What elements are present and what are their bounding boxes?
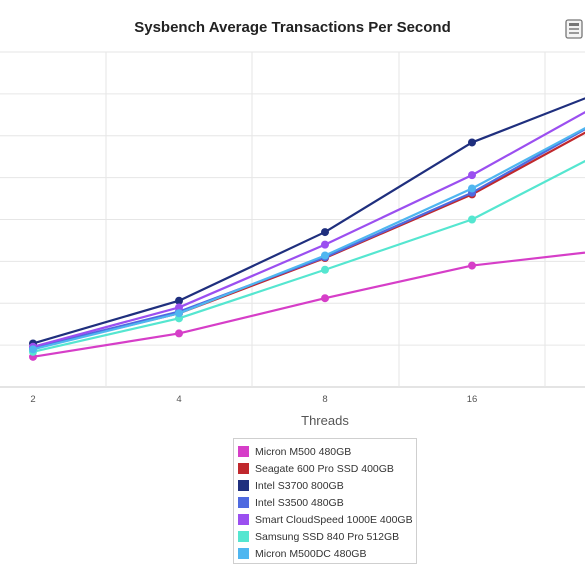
grid (0, 51, 585, 388)
data-point[interactable] (468, 171, 476, 180)
legend-label: Samsung SSD 840 Pro 512GB (255, 530, 400, 543)
data-point[interactable] (175, 303, 183, 312)
series-line (32, 131, 585, 350)
legend-label: Intel S3500 480GB (255, 496, 344, 509)
legend-item[interactable]: Seagate 600 Pro SSD 400GB (238, 460, 416, 477)
legend-swatch (238, 446, 249, 457)
x-tick-label: 4 (176, 394, 181, 405)
data-point[interactable] (468, 215, 476, 224)
data-point[interactable] (468, 138, 476, 147)
series-line (32, 127, 585, 349)
series-line (32, 126, 585, 351)
legend-swatch (238, 514, 249, 525)
legend-item[interactable]: Micron M500 480GB (238, 443, 416, 460)
data-point[interactable] (175, 296, 183, 305)
legend-label: Micron M500DC 480GB (255, 547, 367, 560)
x-tick-label: 16 (467, 394, 478, 405)
legend-item[interactable]: Intel S3500 480GB (238, 494, 416, 511)
data-point[interactable] (321, 240, 329, 249)
legend: Micron M500 480GB Seagate 600 Pro SSD 400… (233, 438, 417, 564)
data-point[interactable] (29, 345, 37, 354)
legend-item[interactable]: Micron M500DC 480GB (238, 545, 416, 562)
export-menu-icon[interactable] (563, 18, 585, 40)
data-point[interactable] (321, 251, 329, 260)
series-line (32, 97, 585, 345)
data-point[interactable] (321, 265, 329, 274)
data-point[interactable] (175, 309, 183, 318)
legend-label: Seagate 600 Pro SSD 400GB (255, 462, 394, 475)
legend-swatch (238, 548, 249, 559)
legend-label: Micron M500 480GB (255, 445, 352, 458)
x-tick-label: 2 (30, 394, 35, 405)
legend-swatch (238, 497, 249, 508)
legend-swatch (238, 531, 249, 542)
chart-title: Sysbench Average Transactions Per Second (134, 19, 451, 36)
legend-item[interactable]: Samsung SSD 840 Pro 512GB (238, 528, 416, 545)
legend-swatch (238, 480, 249, 491)
data-point[interactable] (321, 228, 329, 237)
legend-item[interactable]: Intel S3700 800GB (238, 477, 416, 494)
legend-swatch (238, 463, 249, 474)
data-point[interactable] (468, 261, 476, 270)
legend-item[interactable]: Smart CloudSpeed 1000E 400GB (238, 511, 416, 528)
series-layer (29, 97, 585, 361)
data-point[interactable] (175, 329, 183, 338)
legend-label: Smart CloudSpeed 1000E 400GB (255, 513, 413, 526)
legend-label: Intel S3700 800GB (255, 479, 344, 492)
x-tick-label: 8 (322, 394, 327, 405)
data-point[interactable] (468, 184, 476, 193)
data-point[interactable] (321, 294, 329, 303)
x-axis-label: Threads (301, 413, 349, 428)
x-axis-ticks: 2481632 (30, 394, 478, 405)
